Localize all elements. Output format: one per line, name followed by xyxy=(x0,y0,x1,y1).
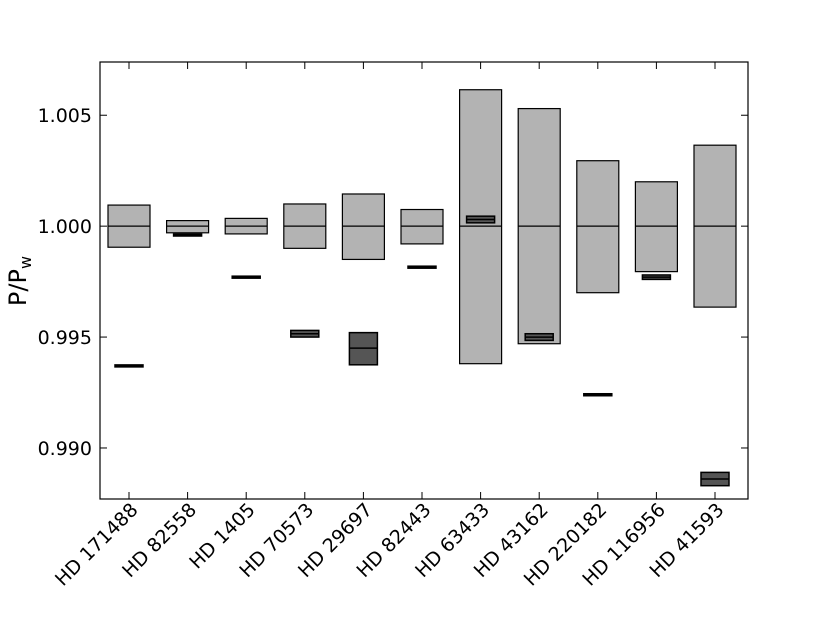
y-ticks: 1.005 1.000 0.995 0.990 xyxy=(38,105,748,460)
dark-boxes xyxy=(114,215,730,487)
light-boxes xyxy=(107,89,737,365)
plot-frame xyxy=(99,61,749,500)
y-tick-label: 0.995 xyxy=(38,327,92,349)
y-axis-title: P/Pw xyxy=(4,256,35,306)
y-tick-label: 1.005 xyxy=(38,105,92,127)
y-tick-label: 0.990 xyxy=(38,438,92,460)
y-tick-label: 1.000 xyxy=(38,216,92,238)
